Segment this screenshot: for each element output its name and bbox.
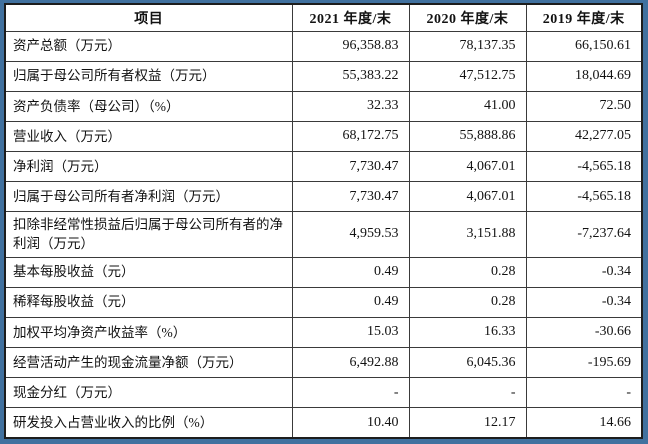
cell-value: -	[525, 377, 643, 409]
cell-value: 12.17	[408, 407, 527, 439]
table-row: 现金分红（万元） - - -	[4, 377, 643, 409]
row-label: 加权平均净资产收益率（%）	[4, 316, 293, 348]
cell-value: 66,150.61	[525, 30, 643, 62]
row-label: 研发投入占营业收入的比例（%）	[4, 407, 293, 439]
cell-value: -30.66	[525, 316, 643, 348]
column-header-2020: 2020 年度/末	[408, 3, 527, 32]
cell-value: -	[291, 377, 410, 409]
row-label: 资产负债率（母公司）（%）	[4, 90, 293, 122]
row-label: 资产总额（万元）	[4, 30, 293, 62]
cell-value: 7,730.47	[291, 181, 410, 213]
cell-value: 42,277.05	[525, 120, 643, 153]
row-label: 归属于母公司所有者净利润（万元）	[4, 181, 293, 213]
table-row: 基本每股收益（元） 0.49 0.28 -0.34	[4, 256, 643, 288]
table-row: 资产总额（万元） 96,358.83 78,137.35 66,150.61	[4, 30, 643, 62]
cell-value: 16.33	[408, 316, 527, 348]
cell-value: -7,237.64	[525, 211, 643, 258]
table-row: 稀释每股收益（元） 0.49 0.28 -0.34	[4, 286, 643, 318]
table-row: 归属于母公司所有者净利润（万元） 7,730.47 4,067.01 -4,56…	[4, 181, 643, 213]
column-header-2019: 2019 年度/末	[525, 3, 643, 32]
cell-value: 68,172.75	[291, 120, 410, 153]
cell-value: 7,730.47	[291, 151, 410, 183]
row-label: 基本每股收益（元）	[4, 256, 293, 288]
financial-summary-table-frame: 项目 2021 年度/末 2020 年度/末 2019 年度/末 资产总额（万元…	[4, 3, 643, 439]
financial-summary-table: 项目 2021 年度/末 2020 年度/末 2019 年度/末 资产总额（万元…	[4, 3, 643, 439]
table-row: 归属于母公司所有者权益（万元） 55,383.22 47,512.75 18,0…	[4, 60, 643, 92]
cell-value: -	[408, 377, 527, 409]
cell-value: -195.69	[525, 346, 643, 379]
row-label: 现金分红（万元）	[4, 377, 293, 409]
row-label: 经营活动产生的现金流量净额（万元）	[4, 346, 293, 379]
cell-value: 0.49	[291, 286, 410, 318]
row-label: 扣除非经常性损益后归属于母公司所有者的净利润（万元）	[4, 211, 293, 258]
cell-value: -4,565.18	[525, 151, 643, 183]
cell-value: -4,565.18	[525, 181, 643, 213]
cell-value: 0.28	[408, 286, 527, 318]
row-label: 营业收入（万元）	[4, 120, 293, 153]
cell-value: 0.28	[408, 256, 527, 288]
cell-value: 96,358.83	[291, 30, 410, 62]
cell-value: 3,151.88	[408, 211, 527, 258]
table-row: 经营活动产生的现金流量净额（万元） 6,492.88 6,045.36 -195…	[4, 346, 643, 379]
cell-value: 4,067.01	[408, 151, 527, 183]
cell-value: 10.40	[291, 407, 410, 439]
cell-value: 0.49	[291, 256, 410, 288]
cell-value: 6,045.36	[408, 346, 527, 379]
cell-value: 72.50	[525, 90, 643, 122]
table-row: 营业收入（万元） 68,172.75 55,888.86 42,277.05	[4, 120, 643, 153]
cell-value: -0.34	[525, 286, 643, 318]
cell-value: 32.33	[291, 90, 410, 122]
table-row: 扣除非经常性损益后归属于母公司所有者的净利润（万元） 4,959.53 3,15…	[4, 211, 643, 258]
cell-value: 47,512.75	[408, 60, 527, 92]
cell-value: 4,959.53	[291, 211, 410, 258]
cell-value: 55,888.86	[408, 120, 527, 153]
cell-value: 41.00	[408, 90, 527, 122]
column-header-2021: 2021 年度/末	[291, 3, 410, 32]
row-label: 稀释每股收益（元）	[4, 286, 293, 318]
table-row: 净利润（万元） 7,730.47 4,067.01 -4,565.18	[4, 151, 643, 183]
table-row: 研发投入占营业收入的比例（%） 10.40 12.17 14.66	[4, 407, 643, 439]
cell-value: 4,067.01	[408, 181, 527, 213]
cell-value: 78,137.35	[408, 30, 527, 62]
cell-value: 55,383.22	[291, 60, 410, 92]
cell-value: 18,044.69	[525, 60, 643, 92]
cell-value: -0.34	[525, 256, 643, 288]
row-label: 净利润（万元）	[4, 151, 293, 183]
cell-value: 15.03	[291, 316, 410, 348]
cell-value: 14.66	[525, 407, 643, 439]
table-row: 资产负债率（母公司）（%） 32.33 41.00 72.50	[4, 90, 643, 122]
row-label: 归属于母公司所有者权益（万元）	[4, 60, 293, 92]
table-header-row: 项目 2021 年度/末 2020 年度/末 2019 年度/末	[4, 3, 643, 32]
table-row: 加权平均净资产收益率（%） 15.03 16.33 -30.66	[4, 316, 643, 348]
cell-value: 6,492.88	[291, 346, 410, 379]
column-header-item: 项目	[4, 3, 293, 32]
